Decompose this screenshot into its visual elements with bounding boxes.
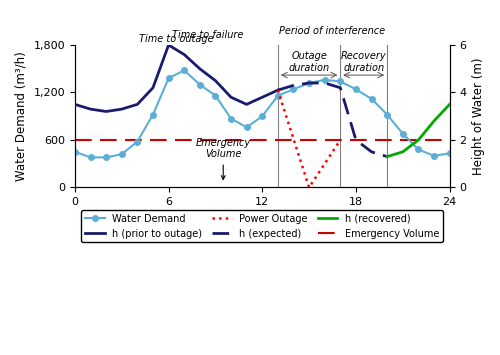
h (prior to outage) xyxy=(166,43,172,47)
h (recovered) xyxy=(431,119,437,123)
h (prior to outage) xyxy=(134,102,140,106)
Water Demand xyxy=(197,82,203,87)
h (expected) xyxy=(322,81,328,85)
h (recovered) xyxy=(384,154,390,159)
Line: Power Outage: Power Outage xyxy=(278,90,340,187)
Emergency Volume xyxy=(88,138,94,142)
h (prior to outage) xyxy=(118,107,124,111)
Water Demand xyxy=(431,154,437,158)
Water Demand xyxy=(353,87,359,92)
Water Demand xyxy=(244,125,250,130)
h (expected) xyxy=(353,138,359,142)
Water Demand xyxy=(400,131,406,136)
Water Demand xyxy=(322,78,328,82)
h (recovered) xyxy=(416,138,422,142)
h (expected) xyxy=(384,154,390,159)
Power Outage xyxy=(306,185,312,190)
Water Demand xyxy=(416,147,422,152)
Line: h (prior to outage): h (prior to outage) xyxy=(75,45,278,111)
Line: h (expected): h (expected) xyxy=(278,83,387,157)
Text: Period of interference: Period of interference xyxy=(280,26,386,36)
Water Demand xyxy=(88,155,94,159)
h (expected) xyxy=(290,83,296,87)
Text: Recovery
duration: Recovery duration xyxy=(341,51,386,73)
Text: Time to outage: Time to outage xyxy=(139,34,214,44)
Y-axis label: Height of Water (m): Height of Water (m) xyxy=(472,58,485,175)
h (prior to outage) xyxy=(197,67,203,71)
Water Demand xyxy=(118,152,124,156)
Water Demand xyxy=(166,76,172,80)
h (prior to outage) xyxy=(212,78,218,83)
Text: Time to failure: Time to failure xyxy=(172,30,244,40)
h (expected) xyxy=(368,150,374,154)
h (prior to outage) xyxy=(259,95,265,99)
Water Demand xyxy=(306,81,312,85)
Power Outage xyxy=(338,138,344,142)
Emergency Volume xyxy=(72,138,78,142)
h (prior to outage) xyxy=(103,109,109,114)
Water Demand xyxy=(181,68,187,72)
Y-axis label: Water Demand (m³/h): Water Demand (m³/h) xyxy=(15,51,28,181)
h (prior to outage) xyxy=(181,53,187,57)
Water Demand xyxy=(368,97,374,101)
h (prior to outage) xyxy=(72,102,78,106)
h (prior to outage) xyxy=(88,107,94,111)
Water Demand xyxy=(446,151,452,155)
Line: h (recovered): h (recovered) xyxy=(387,104,450,157)
h (prior to outage) xyxy=(244,102,250,106)
Water Demand xyxy=(228,116,234,121)
Water Demand xyxy=(338,79,344,83)
Line: Water Demand: Water Demand xyxy=(72,67,452,160)
h (expected) xyxy=(338,86,344,90)
h (recovered) xyxy=(446,102,452,106)
h (prior to outage) xyxy=(228,95,234,99)
Water Demand xyxy=(72,150,78,154)
Water Demand xyxy=(150,113,156,117)
Water Demand xyxy=(290,87,296,92)
Water Demand xyxy=(134,140,140,144)
h (prior to outage) xyxy=(150,86,156,90)
h (prior to outage) xyxy=(275,88,281,92)
Water Demand xyxy=(259,114,265,118)
Text: Emergency
Volume: Emergency Volume xyxy=(196,138,251,180)
Power Outage xyxy=(275,88,281,92)
h (expected) xyxy=(306,81,312,85)
Water Demand xyxy=(212,93,218,98)
Water Demand xyxy=(275,93,281,98)
Text: Outage
duration: Outage duration xyxy=(288,51,330,73)
Legend: Water Demand, h (prior to outage), Power Outage, h (expected), h (recovered), Em: Water Demand, h (prior to outage), Power… xyxy=(82,210,443,242)
h (expected) xyxy=(275,88,281,92)
Water Demand xyxy=(384,113,390,117)
Water Demand xyxy=(103,155,109,159)
X-axis label: Time (h): Time (h) xyxy=(232,213,292,226)
h (recovered) xyxy=(400,150,406,154)
